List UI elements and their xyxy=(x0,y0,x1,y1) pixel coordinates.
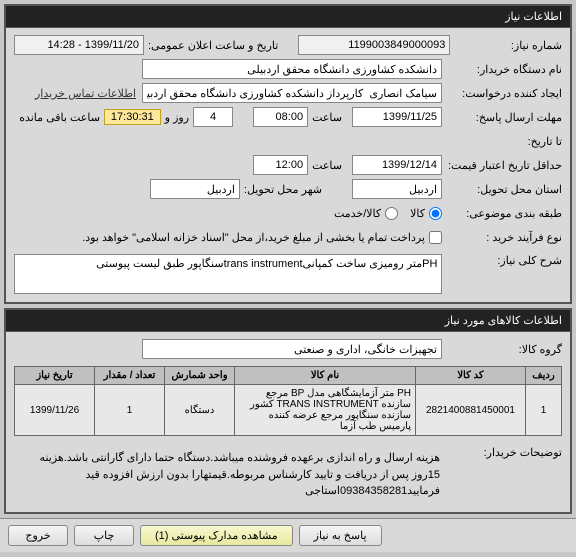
need-no-value xyxy=(298,35,450,55)
attachments-button[interactable]: مشاهده مدارک پیوستی (1) xyxy=(140,525,293,546)
creator-value xyxy=(142,83,442,103)
deadline-label: مهلت ارسال پاسخ: xyxy=(442,111,562,124)
remaining-label: ساعت باقی مانده xyxy=(15,111,100,124)
panel2-title: اطلاعات کالاهای مورد نیاز xyxy=(6,310,570,332)
credit-date xyxy=(352,155,442,175)
button-bar: پاسخ به نیاز مشاهده مدارک پیوستی (1) چاپ… xyxy=(0,518,576,552)
pay-checkbox[interactable] xyxy=(429,231,442,244)
cell-unit: دستگاه xyxy=(165,385,235,436)
contact-link[interactable]: اطلاعات تماس خریدار xyxy=(35,87,136,100)
countdown-timer: 17:30:31 xyxy=(104,109,161,125)
category-radios: کالا کالا/خدمت xyxy=(326,207,442,220)
proc-label: نوع فرآیند خرید : xyxy=(442,231,562,244)
panel-need-info: اطلاعات نیاز شماره نیاز: تاریخ و ساعت اع… xyxy=(4,4,572,304)
announce-value xyxy=(14,35,144,55)
province-value xyxy=(352,179,442,199)
ta-tarikh-label: تا تاریخ: xyxy=(442,135,562,148)
panel-goods-info: اطلاعات کالاهای مورد نیاز گروه کالا: ردی… xyxy=(4,308,572,514)
buyer-value xyxy=(142,59,442,79)
th-qty: تعداد / مقدار xyxy=(95,367,165,385)
group-label: گروه کالا: xyxy=(442,343,562,356)
cell-name: PH متر آزمایشگاهی مدل BP مرجع سازنده TRA… xyxy=(235,385,416,436)
cell-qty: 1 xyxy=(95,385,165,436)
cell-date: 1399/11/26 xyxy=(15,385,95,436)
days-label: روز و xyxy=(161,111,189,124)
pay-note: پرداخت تمام یا بخشی از مبلغ خرید،از محل … xyxy=(78,231,425,244)
city-value xyxy=(150,179,240,199)
th-code: کد کالا xyxy=(416,367,526,385)
th-row: ردیف xyxy=(526,367,562,385)
th-unit: واحد شمارش xyxy=(165,367,235,385)
exit-button[interactable]: خروج xyxy=(8,525,68,546)
panel1-title: اطلاعات نیاز xyxy=(6,6,570,28)
need-no-label: شماره نیاز: xyxy=(450,39,562,52)
credit-label: حداقل تاریخ اعتبار قیمت: xyxy=(442,159,562,172)
creator-label: ایجاد کننده درخواست: xyxy=(442,87,562,100)
th-date: تاریخ نیاز xyxy=(15,367,95,385)
credit-hour xyxy=(253,155,308,175)
panel1-body: شماره نیاز: تاریخ و ساعت اعلان عمومی: نا… xyxy=(6,28,570,302)
cell-row: 1 xyxy=(526,385,562,436)
announce-label: تاریخ و ساعت اعلان عمومی: xyxy=(144,39,278,52)
need-title-text xyxy=(14,254,442,294)
panel2-body: گروه کالا: ردیف کد کالا نام کالا واحد شم… xyxy=(6,332,570,512)
buyer-label: نام دستگاه خریدار: xyxy=(442,63,562,76)
cat-service-label: کالا/خدمت xyxy=(334,207,381,220)
province-label: استان محل تحویل: xyxy=(442,183,562,196)
cat-goods-label: کالا xyxy=(410,207,425,220)
credit-hour-label: ساعت xyxy=(308,159,342,172)
deadline-hour xyxy=(253,107,308,127)
cat-service-radio[interactable] xyxy=(385,207,398,220)
print-button[interactable]: چاپ xyxy=(74,525,134,546)
cell-code: 2821400881450001 xyxy=(416,385,526,436)
buyer-desc: هزینه ارسال و راه اندازی برعهده فروشنده … xyxy=(14,446,442,504)
table-row[interactable]: 1 2821400881450001 PH متر آزمایشگاهی مدل… xyxy=(15,385,562,436)
reply-button[interactable]: پاسخ به نیاز xyxy=(299,525,382,546)
hour-label: ساعت xyxy=(308,111,342,124)
deadline-date xyxy=(352,107,442,127)
need-title-label: شرح کلی نیاز: xyxy=(442,254,562,267)
days-value xyxy=(193,107,233,127)
desc-label: توضیحات خریدار: xyxy=(442,446,562,459)
group-value xyxy=(142,339,442,359)
cat-label: طبقه بندی موضوعی: xyxy=(442,207,562,220)
th-name: نام کالا xyxy=(235,367,416,385)
goods-table: ردیف کد کالا نام کالا واحد شمارش تعداد /… xyxy=(14,366,562,436)
cat-goods-radio[interactable] xyxy=(429,207,442,220)
city-label: شهر محل تحویل: xyxy=(240,183,322,196)
